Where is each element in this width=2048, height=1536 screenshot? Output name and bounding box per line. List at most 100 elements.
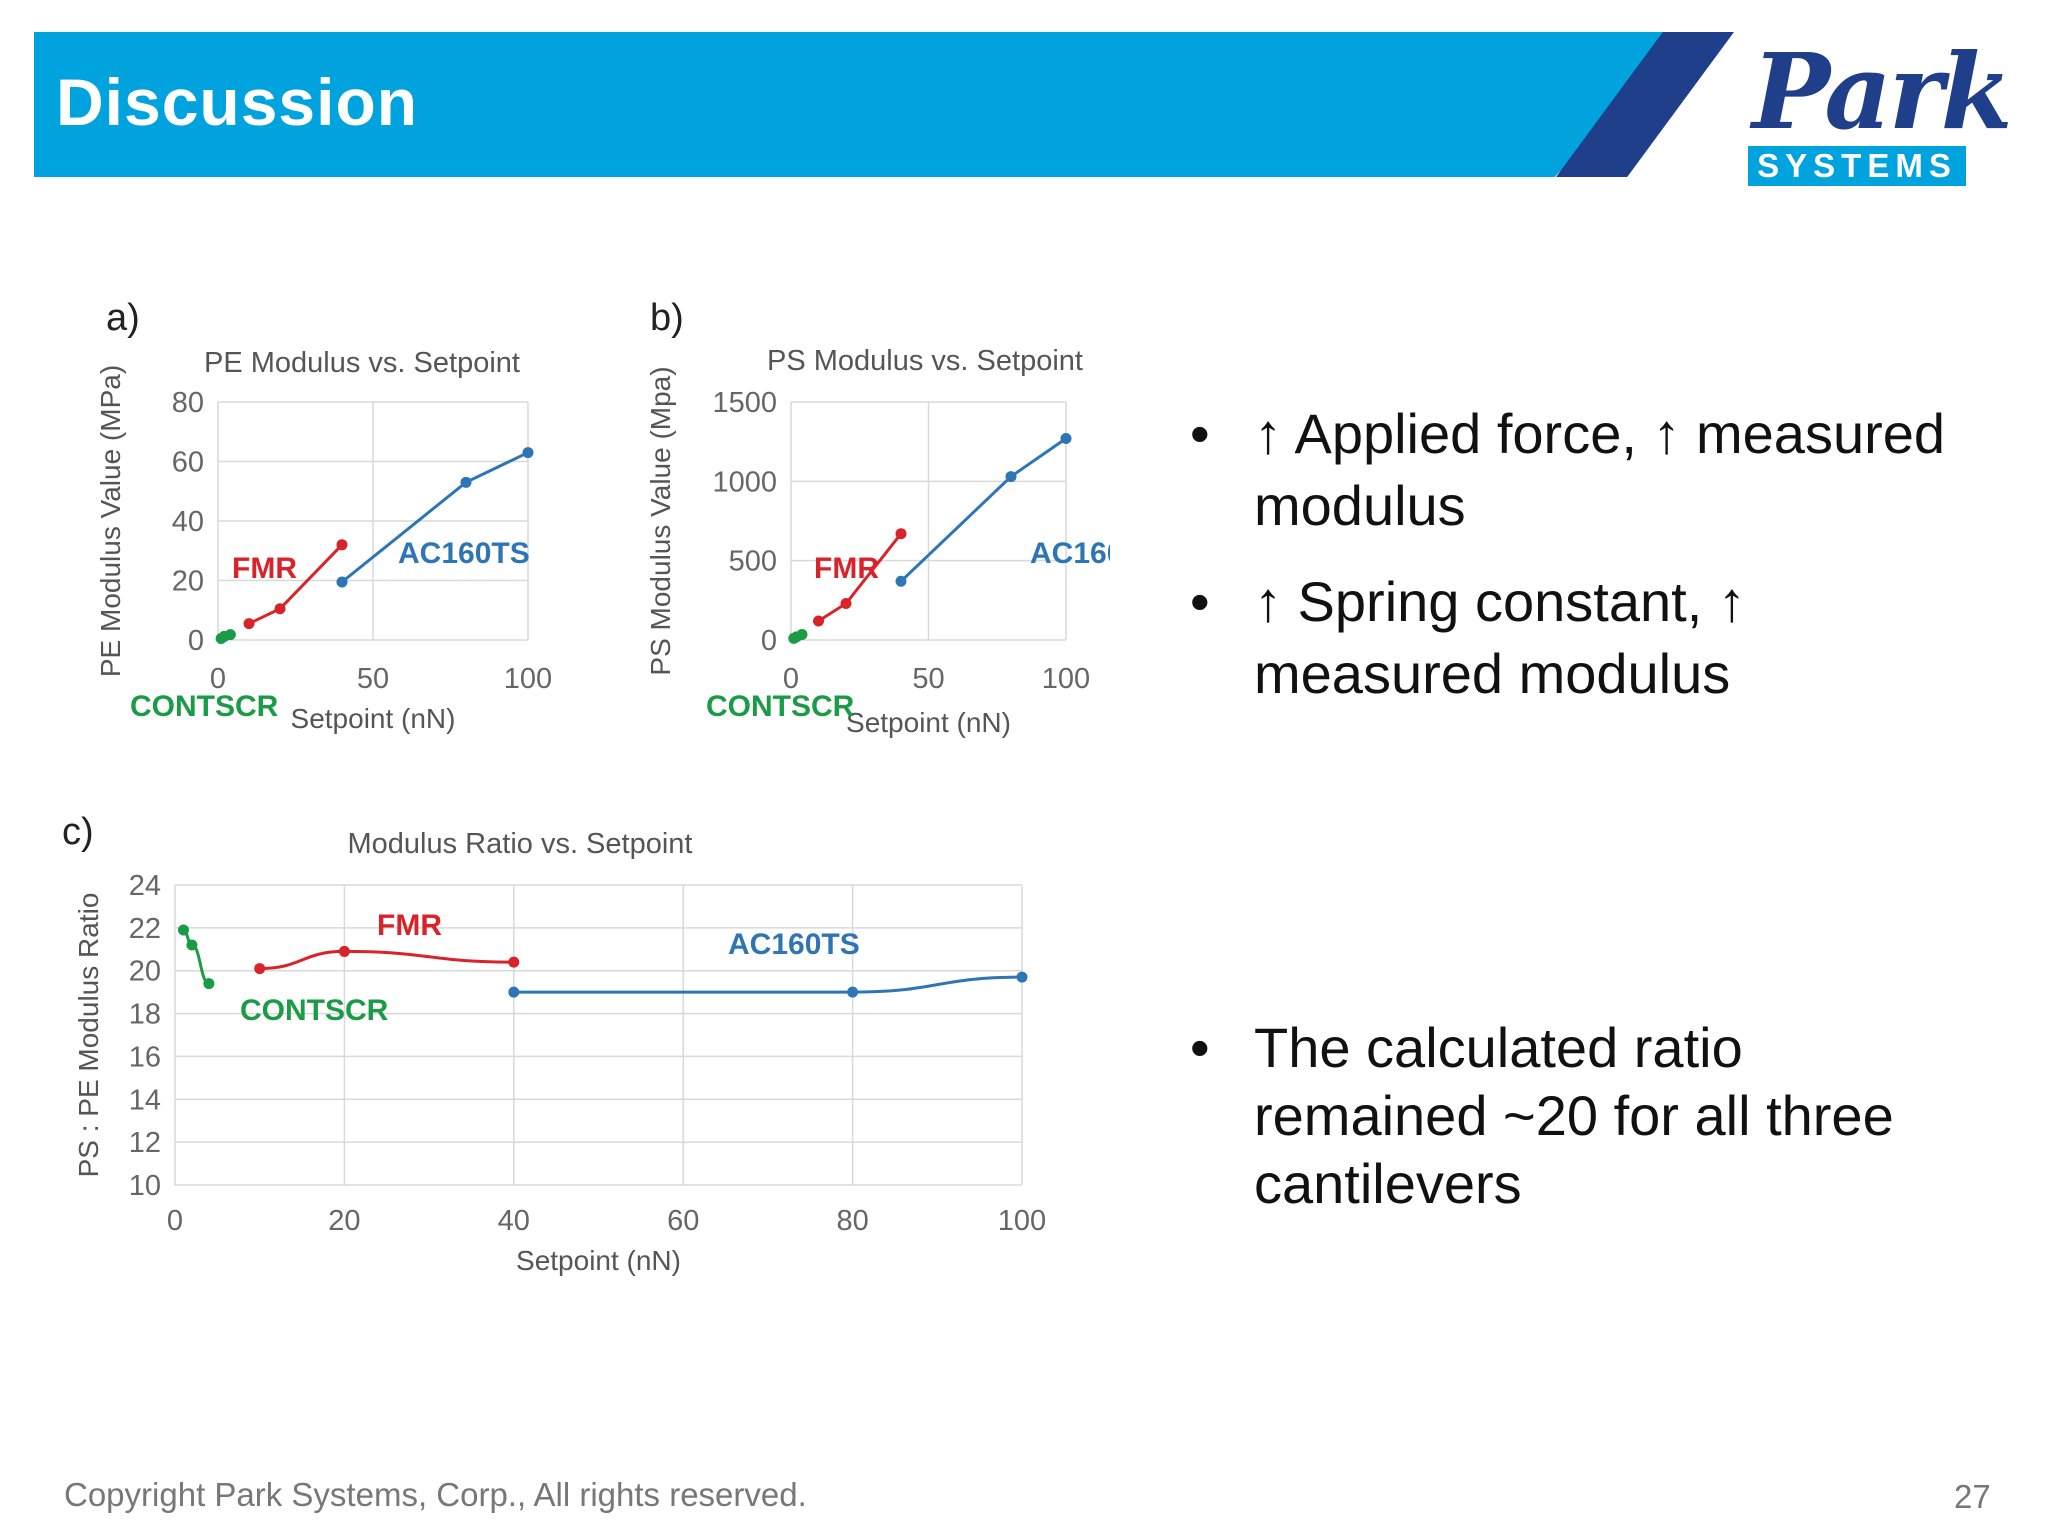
x-tick-label: 100 bbox=[1042, 663, 1090, 695]
data-point-contscr bbox=[796, 628, 808, 640]
y-tick-label: 12 bbox=[129, 1127, 161, 1159]
y-tick-label: 1500 bbox=[712, 387, 777, 419]
data-point-contscr bbox=[224, 629, 236, 641]
x-tick-label: 20 bbox=[328, 1205, 360, 1237]
data-point-ac160ts bbox=[847, 986, 859, 998]
y-tick-label: 14 bbox=[129, 1084, 161, 1116]
data-point-contscr bbox=[177, 924, 189, 936]
x-tick-label: 80 bbox=[836, 1205, 868, 1237]
bullet-text: modulus bbox=[1254, 474, 1466, 537]
data-point-ac160ts bbox=[336, 576, 348, 588]
x-tick-label: 0 bbox=[167, 1205, 183, 1237]
data-point-fmr bbox=[895, 528, 907, 540]
bullet-list-top: • ↑ Applied force, ↑ measured modulus • … bbox=[1190, 398, 2010, 710]
x-axis-label: Setpoint (nN) bbox=[846, 707, 1011, 738]
data-point-fmr bbox=[813, 615, 824, 627]
y-tick-label: 16 bbox=[129, 1041, 161, 1073]
bullet-list-bottom: • The calculated ratio remained ~20 for … bbox=[1190, 1014, 2010, 1218]
bullet-dot: • bbox=[1190, 402, 1210, 465]
bullet-text: ↑ Applied force, ↑ measured bbox=[1254, 402, 1946, 465]
series-label-fmr: FMR bbox=[232, 552, 297, 585]
series-label-fmr: FMR bbox=[814, 552, 879, 585]
data-point-ac160ts bbox=[895, 575, 907, 587]
series-line-contscr bbox=[182, 928, 210, 986]
panel-label: b) bbox=[650, 297, 684, 339]
bullet-text: cantilevers bbox=[1254, 1152, 1522, 1215]
chart-title: Modulus Ratio vs. Setpoint bbox=[348, 828, 693, 860]
y-tick-label: 20 bbox=[129, 956, 161, 988]
series-label-fmr: FMR bbox=[377, 909, 442, 942]
x-tick-label: 100 bbox=[504, 663, 552, 695]
data-point-ac160ts bbox=[522, 447, 534, 459]
series-label-contscr: CONTSCR bbox=[706, 690, 855, 723]
series-label-ac160ts: AC160TS bbox=[398, 537, 530, 570]
series-label-contscr: CONTSCR bbox=[130, 690, 279, 723]
series-label-ac160ts: AC160TS bbox=[728, 928, 860, 961]
x-tick-label: 100 bbox=[998, 1205, 1046, 1237]
y-tick-label: 24 bbox=[129, 870, 161, 902]
header-bar bbox=[34, 32, 1694, 177]
bullet-item: • ↑ Applied force, ↑ measured modulus bbox=[1190, 398, 2010, 542]
page-number: 27 bbox=[1954, 1478, 1991, 1515]
y-tick-label: 40 bbox=[172, 506, 204, 538]
data-point-fmr bbox=[336, 539, 348, 551]
x-tick-label: 0 bbox=[210, 663, 226, 695]
panel-label: c) bbox=[62, 811, 94, 853]
page-title: Discussion bbox=[56, 65, 419, 139]
y-tick-label: 500 bbox=[729, 546, 777, 578]
data-point-ac160ts bbox=[1060, 432, 1072, 444]
data-point-contscr bbox=[203, 978, 215, 990]
y-tick-label: 0 bbox=[188, 625, 204, 657]
bullet-dot: • bbox=[1190, 570, 1210, 633]
x-tick-label: 50 bbox=[357, 663, 389, 695]
park-logo-systems: SYSTEMS bbox=[1748, 146, 1966, 186]
bullet-text: measured modulus bbox=[1254, 642, 1731, 705]
x-axis-label: Setpoint (nN) bbox=[516, 1245, 681, 1276]
y-axis-label: PS Modulus Value (Mpa) bbox=[645, 366, 676, 675]
panel-label: a) bbox=[106, 297, 140, 339]
y-tick-label: 60 bbox=[172, 447, 204, 479]
data-point-fmr bbox=[508, 956, 520, 968]
y-axis-label: PS : PE Modulus Ratio bbox=[73, 893, 104, 1178]
y-axis-label: PE Modulus Value (MPa) bbox=[95, 365, 126, 677]
data-point-ac160ts bbox=[1005, 471, 1017, 483]
x-tick-label: 0 bbox=[783, 663, 799, 695]
bullet-text: ↑ Spring constant, ↑ bbox=[1254, 570, 1746, 633]
series-line-ac160ts bbox=[513, 975, 1023, 994]
bullet-dot: • bbox=[1190, 1016, 1210, 1079]
bullet-text: remained ~20 for all three bbox=[1254, 1084, 1894, 1147]
y-tick-label: 1000 bbox=[712, 466, 777, 498]
bullet-item: • The calculated ratio remained ~20 for … bbox=[1190, 1014, 2010, 1218]
x-axis-label: Setpoint (nN) bbox=[291, 703, 456, 734]
x-tick-label: 40 bbox=[498, 1205, 530, 1237]
copyright-text: Copyright Park Systems, Corp., All right… bbox=[64, 1476, 807, 1513]
data-point-fmr bbox=[254, 963, 266, 975]
y-tick-label: 80 bbox=[172, 387, 204, 419]
data-point-fmr bbox=[243, 618, 255, 630]
data-point-ac160ts bbox=[508, 986, 520, 998]
data-point-ac160ts bbox=[1016, 971, 1028, 983]
series-label-ac160ts: AC160TS bbox=[1030, 537, 1110, 570]
x-tick-label: 60 bbox=[667, 1205, 699, 1237]
series-line-fmr bbox=[259, 949, 514, 971]
data-point-fmr bbox=[840, 598, 852, 610]
bullet-text: The calculated ratio bbox=[1254, 1016, 1743, 1079]
y-tick-label: 10 bbox=[129, 1170, 161, 1202]
y-tick-label: 20 bbox=[172, 566, 204, 598]
chart-title: PE Modulus vs. Setpoint bbox=[204, 347, 520, 379]
data-point-fmr bbox=[274, 603, 286, 615]
park-logo: Park bbox=[1752, 30, 2013, 153]
bullet-item: • ↑ Spring constant, ↑ measured modulus bbox=[1190, 566, 2010, 710]
series-label-contscr: CONTSCR bbox=[240, 994, 389, 1027]
data-point-fmr bbox=[338, 945, 350, 957]
chart-title: PS Modulus vs. Setpoint bbox=[767, 345, 1083, 377]
chart-modulus-ratio: 10 12 14 16 18 20 22 24 0 20 40 60 80 100 c) Modulus Ra… bbox=[62, 811, 1046, 1276]
y-tick-label: 18 bbox=[129, 999, 161, 1031]
data-point-contscr bbox=[186, 939, 198, 951]
y-tick-label: 22 bbox=[129, 913, 161, 945]
y-tick-label: 0 bbox=[761, 625, 777, 657]
data-point-ac160ts bbox=[460, 476, 472, 488]
chart-ps-modulus: 0 500 1000 1500 0 50 100 b) PS Modulus vs. Setpo… bbox=[645, 297, 1110, 738]
chart-pe-modulus: 0 20 40 60 80 0 50 100 a) PE Modulus vs. Setpoint… bbox=[95, 297, 552, 734]
x-tick-label: 50 bbox=[912, 663, 944, 695]
